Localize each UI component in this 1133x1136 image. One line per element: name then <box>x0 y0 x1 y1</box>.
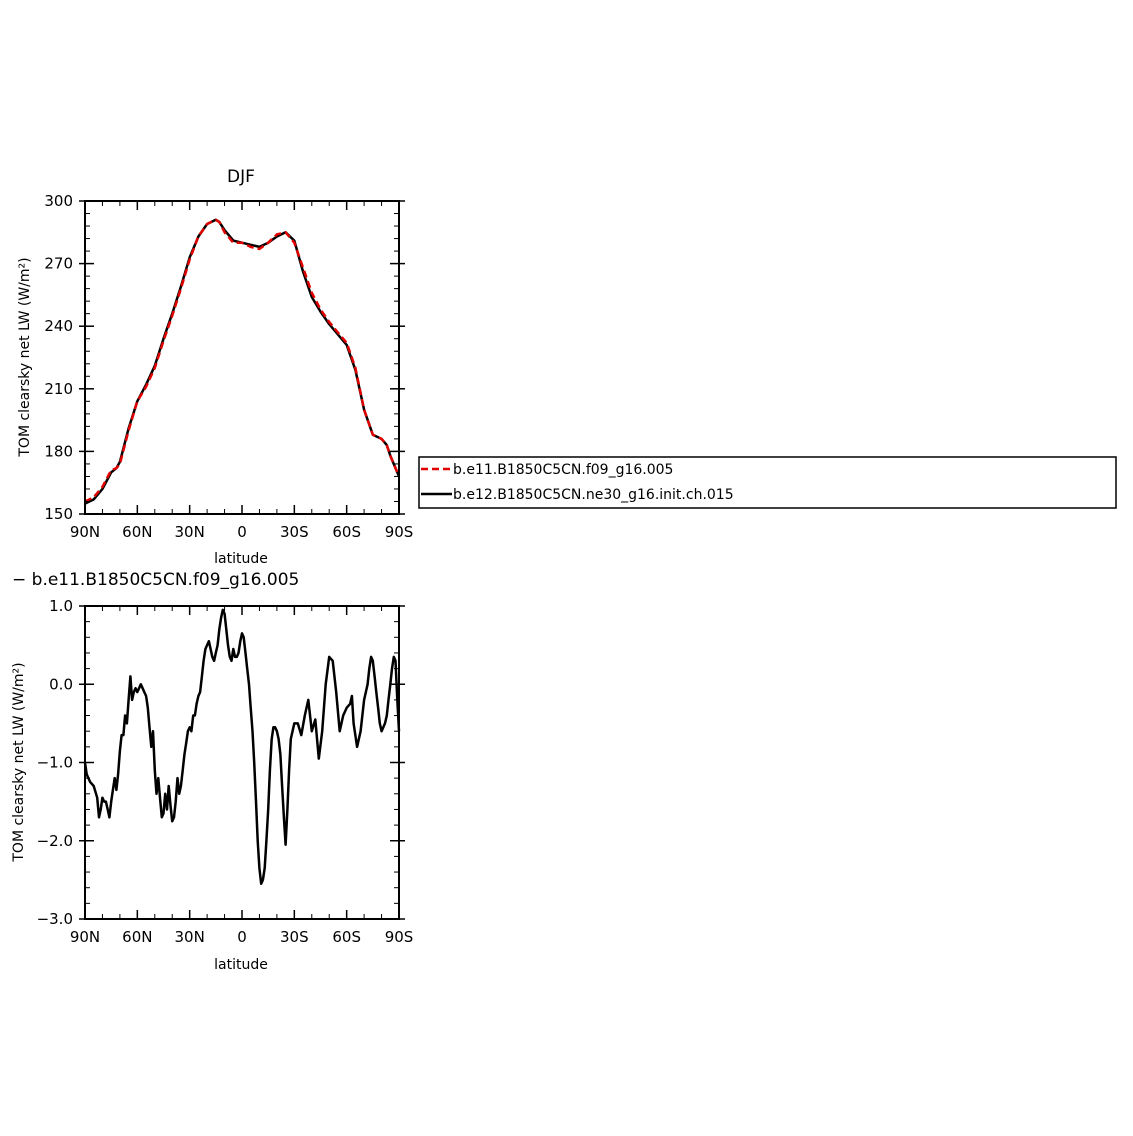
bottom-x-tick-label: 60S <box>332 928 361 946</box>
bottom-x-axis-label: latitude <box>214 957 268 973</box>
bottom-chart-title: − b.e11.B1850C5CN.f09_g16.005 <box>12 570 299 590</box>
bottom-x-tick-label: 30N <box>175 928 205 946</box>
bottom-axis-ticks: 90N 60N 30N 0 30S 60S 90S −3.0 −2.0 −1.0 0.0 1.0 <box>37 597 414 946</box>
legend-entry-1: b.e11.B1850C5CN.f09_g16.005 <box>453 462 673 478</box>
top-x-tick-label: 60S <box>332 523 361 541</box>
bottom-x-tick-label: 90S <box>385 928 414 946</box>
bottom-x-tick-label: 90N <box>70 928 100 946</box>
top-y-axis-label: TOM clearsky net LW (W/m²) <box>17 257 33 457</box>
legend-entry-2: b.e12.B1850C5CN.ne30_g16.init.ch.015 <box>453 487 734 503</box>
bottom-series-lines <box>83 608 401 886</box>
top-y-tick-label: 270 <box>44 255 73 273</box>
top-x-axis-label: latitude <box>214 551 268 567</box>
bottom-x-tick-label: 0 <box>237 928 247 946</box>
bottom-y-tick-label: 0.0 <box>49 675 73 693</box>
bottom-y-axis-label: TOM clearsky net LW (W/m²) <box>11 662 27 862</box>
top-axis-ticks: 90N 60N 30N 0 30S 60S 90S 150 180 210 240 270 300 <box>44 192 413 541</box>
top-y-tick-label: 240 <box>44 317 73 335</box>
top-chart-title: DJF <box>227 167 255 187</box>
top-x-tick-label: 0 <box>237 523 247 541</box>
top-x-tick-label: 30N <box>175 523 205 541</box>
bottom-y-tick-label: 1.0 <box>49 597 73 615</box>
top-x-tick-label: 90N <box>70 523 100 541</box>
top-y-tick-label: 300 <box>44 192 73 210</box>
bottom-panel: − b.e11.B1850C5CN.f09_g16.005 90N 60N 30N 0… <box>11 570 413 973</box>
bottom-y-tick-label: −1.0 <box>37 754 73 772</box>
bottom-x-tick-label: 60N <box>122 928 152 946</box>
top-y-tick-label: 150 <box>44 505 73 523</box>
bottom-y-tick-label: −3.0 <box>37 910 73 928</box>
top-panel: DJF 90N 60N 30N 0 30S 60S 90S 150 180 210 240 270 30… <box>17 167 413 567</box>
bottom-series-line-1 <box>83 608 401 886</box>
bottom-x-tick-label: 30S <box>280 928 309 946</box>
top-y-tick-label: 210 <box>44 380 73 398</box>
legend-box <box>418 456 1117 509</box>
top-y-tick-label: 180 <box>44 442 73 460</box>
top-series-line-1 <box>84 218 401 503</box>
top-x-tick-label: 90S <box>385 523 414 541</box>
top-x-tick-label: 30S <box>280 523 309 541</box>
legend: b.e11.B1850C5CN.f09_g16.005 b.e12.B1850C… <box>418 456 1117 509</box>
top-series-lines <box>84 218 401 505</box>
bottom-y-tick-label: −2.0 <box>37 832 73 850</box>
top-x-tick-label: 60N <box>122 523 152 541</box>
